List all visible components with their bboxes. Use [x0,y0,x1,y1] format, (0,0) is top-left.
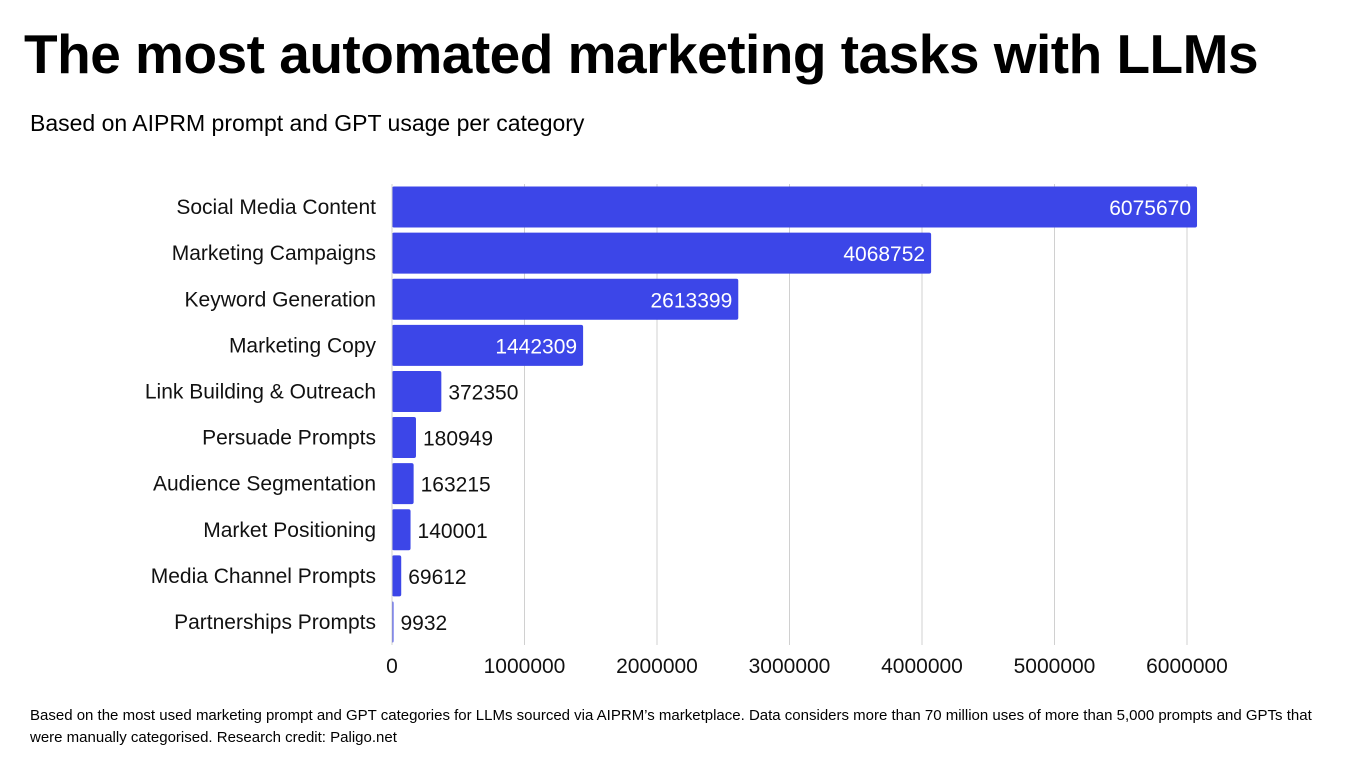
category-label: Persuade Prompts [202,427,376,450]
chart-title: The most automated marketing tasks with … [24,23,1259,85]
value-label: 9932 [401,612,448,635]
category-label: Media Channel Prompts [151,565,376,588]
value-label: 372350 [448,381,518,404]
chart-subtitle: Based on AIPRM prompt and GPT usage per … [30,110,585,136]
bar [392,509,411,551]
value-label: 163215 [421,474,491,497]
value-label: 2613399 [651,289,733,312]
bar [392,370,442,412]
bar [392,232,932,274]
x-tick-label: 2000000 [616,655,698,678]
bar [392,417,416,459]
x-tick-label: 5000000 [1014,655,1096,678]
bar [392,278,739,320]
x-tick-label: 3000000 [749,655,831,678]
chart-footnote: Based on the most used marketing prompt … [30,707,1312,746]
category-label: Audience Segmentation [153,473,376,496]
bar [392,463,414,505]
category-label: Market Positioning [203,519,376,542]
bar [392,555,402,597]
category-label: Partnerships Prompts [174,611,376,634]
value-label: 1442309 [495,335,577,358]
category-label: Marketing Campaigns [172,242,376,265]
bar [392,186,1198,228]
category-label: Link Building & Outreach [145,380,376,403]
value-label: 4068752 [843,243,925,266]
bar-chart: 0 1000000 2000000 3000000 4000000 5000000 6000… [145,184,1228,678]
bar [392,324,584,366]
value-label: 180949 [423,428,493,451]
x-tick-label: 4000000 [881,655,963,678]
category-label: Keyword Generation [185,288,376,311]
category-label: Social Media Content [176,196,376,219]
x-tick-label: 0 [386,655,398,678]
x-tick-label: 1000000 [484,655,566,678]
value-label: 69612 [408,566,466,589]
x-tick-label: 6000000 [1146,655,1228,678]
value-label: 6075670 [1109,197,1191,220]
category-label: Marketing Copy [229,334,377,357]
value-label: 140001 [418,520,488,543]
